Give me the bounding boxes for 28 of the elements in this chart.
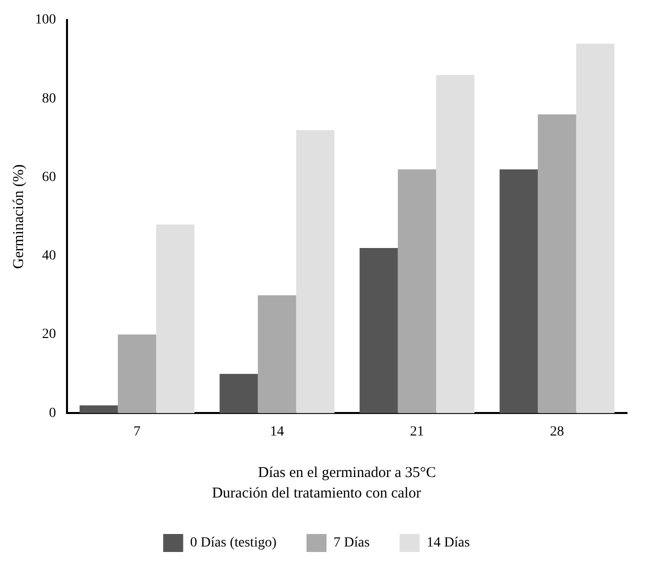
- y-tick-label: 80: [42, 91, 56, 106]
- bar: [258, 295, 296, 414]
- y-tick-label: 20: [42, 327, 56, 342]
- bar: [156, 224, 194, 414]
- legend-label: 0 Días (testigo): [190, 536, 277, 551]
- x-axis-title: Días en el germinador a 35°C: [258, 464, 436, 481]
- bar: [118, 334, 156, 414]
- y-tick-label: 40: [42, 248, 56, 264]
- legend-title: Duración del tratamiento con calor: [212, 485, 422, 502]
- bar: [436, 75, 474, 414]
- y-axis-title: Germinación (%): [10, 164, 27, 269]
- bar: [80, 405, 118, 414]
- bar: [500, 169, 538, 414]
- legend-label: 7 Días: [333, 536, 370, 551]
- y-tick-label: 0: [49, 406, 56, 421]
- y-tick-label: 100: [35, 12, 56, 28]
- bar: [360, 248, 398, 414]
- bar: [576, 44, 614, 414]
- bar: [398, 169, 436, 414]
- x-tick-label: 14: [270, 424, 284, 440]
- bar: [538, 114, 576, 414]
- legend-label: 14 Días: [426, 536, 470, 551]
- y-tick-label: 60: [42, 170, 56, 185]
- x-tick-label: 28: [550, 424, 564, 440]
- x-tick-label: 21: [410, 424, 424, 440]
- x-tick-label: 7: [134, 424, 140, 440]
- bar: [296, 130, 334, 414]
- bar: [220, 374, 258, 414]
